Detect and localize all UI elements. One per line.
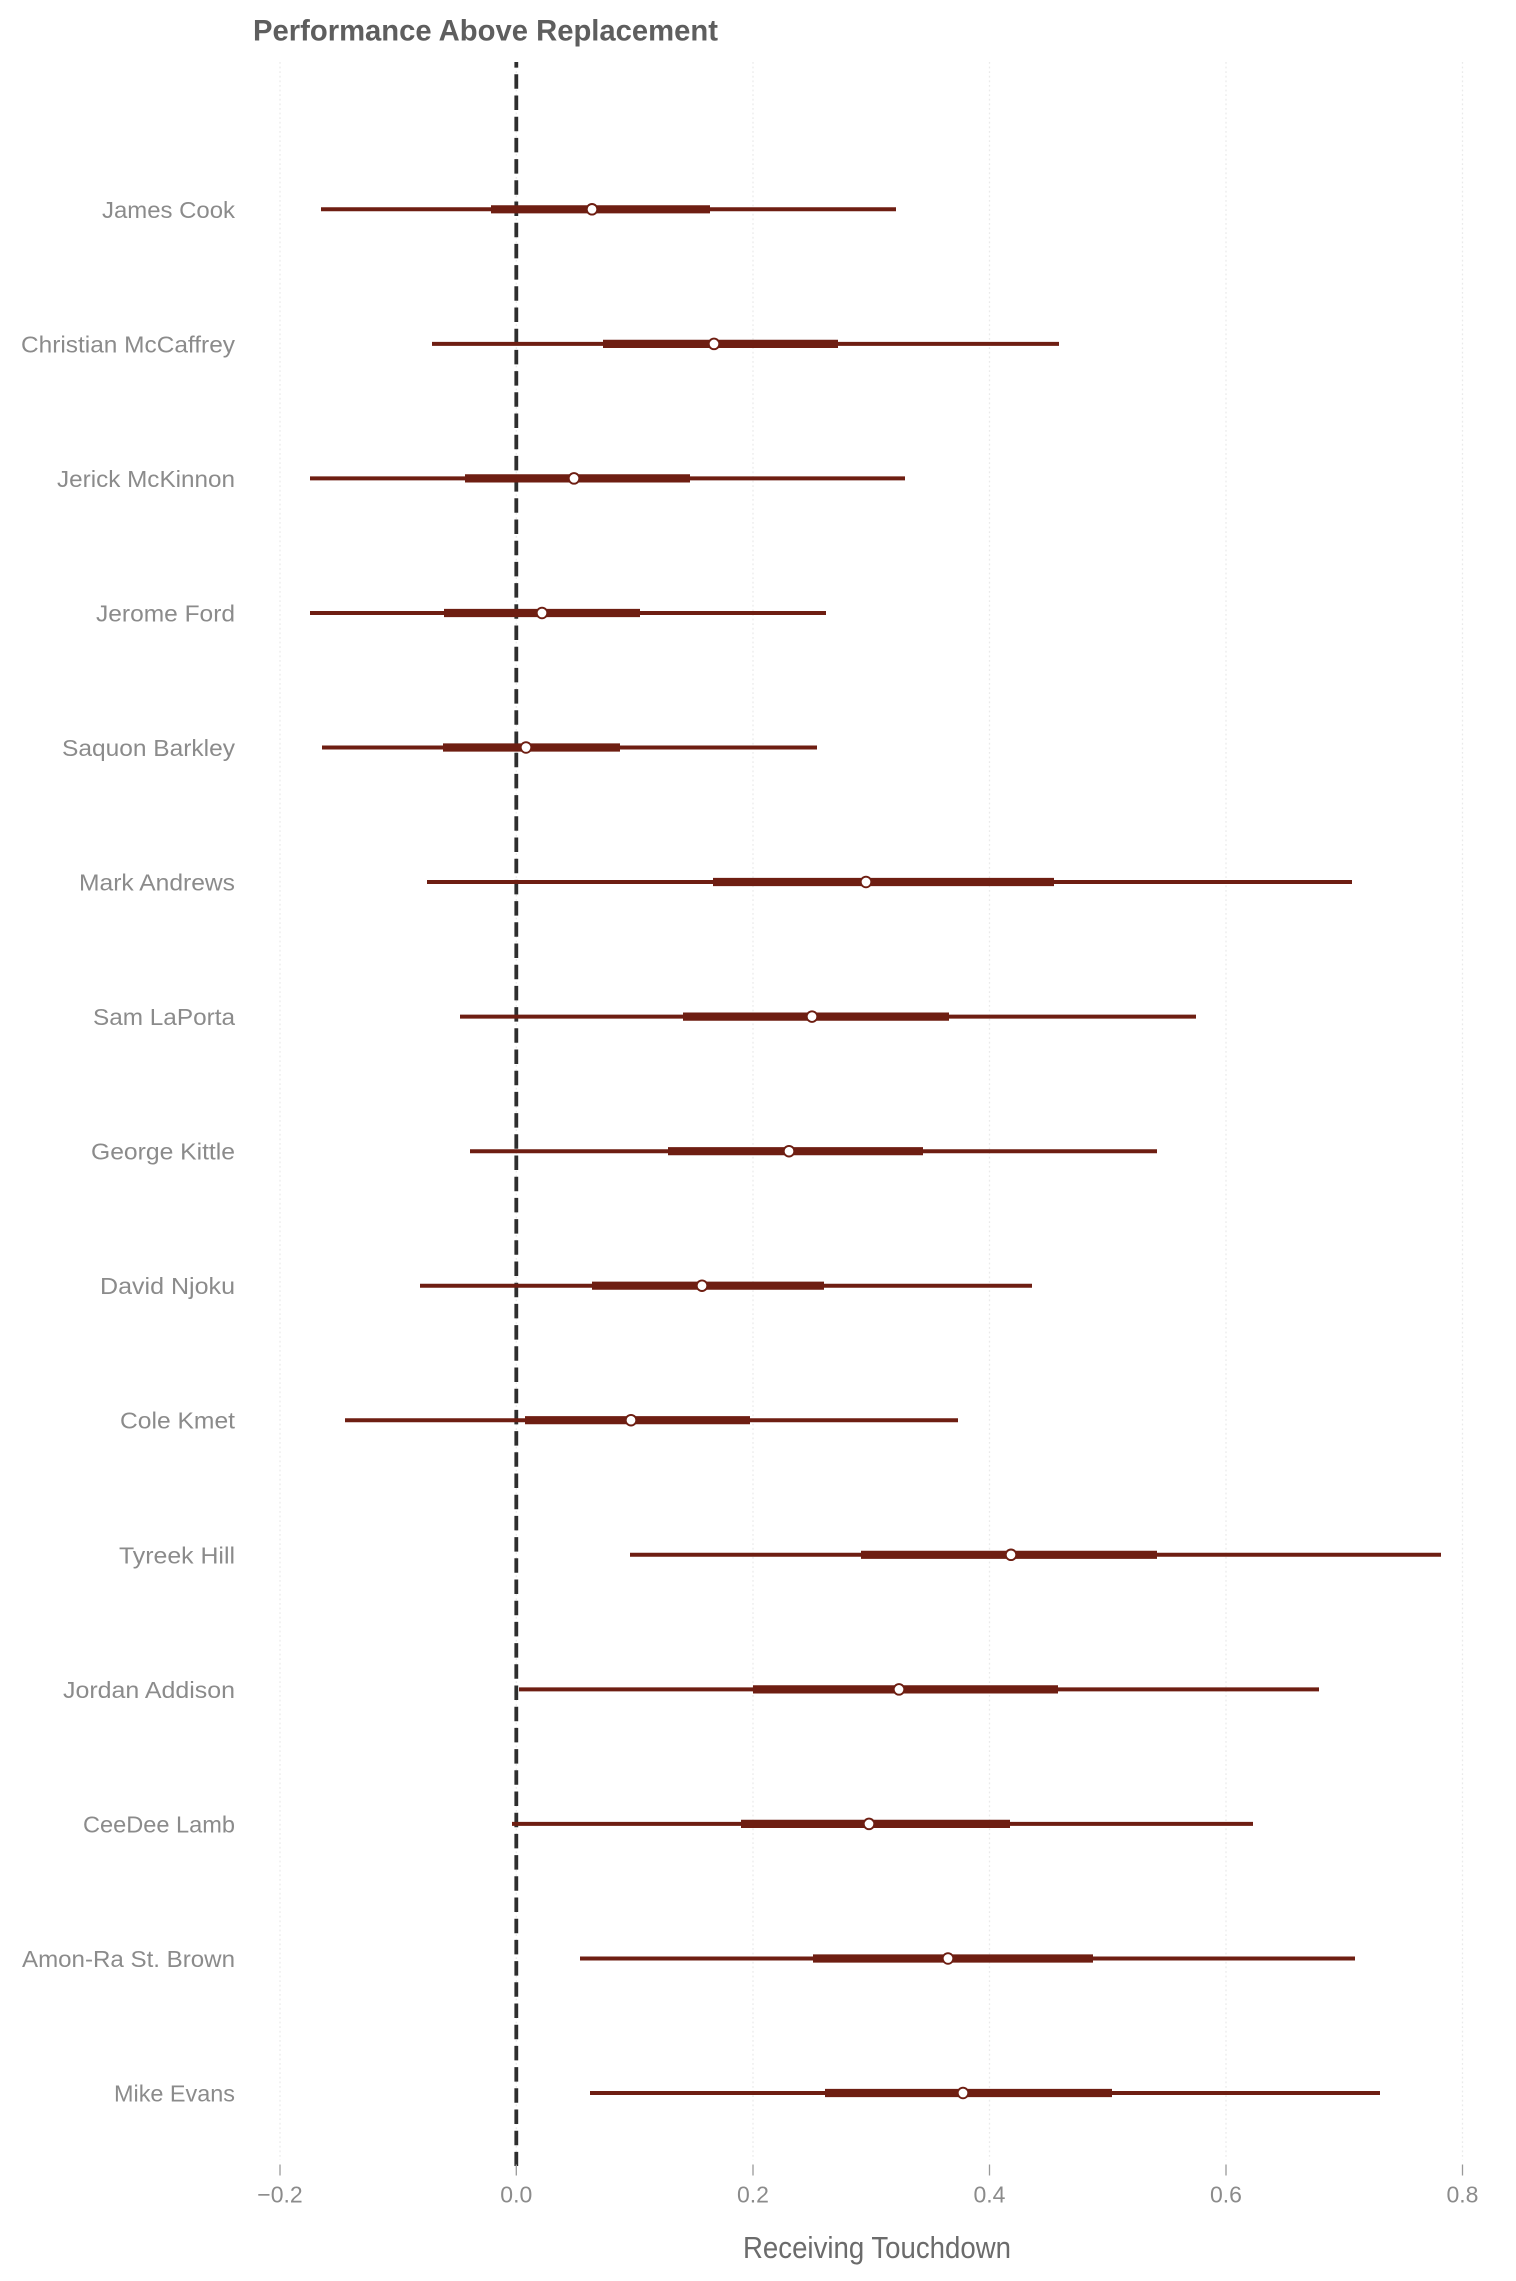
svg-text:CeeDee Lamb: CeeDee Lamb bbox=[83, 1811, 235, 1837]
svg-text:0.2: 0.2 bbox=[737, 2182, 769, 2208]
svg-text:0.0: 0.0 bbox=[500, 2182, 532, 2208]
svg-text:0.8: 0.8 bbox=[1447, 2182, 1479, 2208]
svg-text:Christian McCaffrey: Christian McCaffrey bbox=[21, 331, 236, 357]
svg-text:David Njoku: David Njoku bbox=[100, 1273, 235, 1299]
svg-text:0.4: 0.4 bbox=[974, 2182, 1006, 2208]
svg-text:James Cook: James Cook bbox=[102, 197, 236, 223]
svg-text:Sam LaPorta: Sam LaPorta bbox=[93, 1004, 235, 1030]
svg-text:George Kittle: George Kittle bbox=[91, 1139, 235, 1165]
svg-text:0.6: 0.6 bbox=[1210, 2182, 1242, 2208]
svg-text:Performance Above Replacement: Performance Above Replacement bbox=[253, 15, 718, 48]
svg-text:Tyreek Hill: Tyreek Hill bbox=[119, 1542, 235, 1568]
svg-text:−0.2: −0.2 bbox=[257, 2182, 302, 2208]
svg-text:Jerome Ford: Jerome Ford bbox=[96, 601, 235, 627]
svg-text:Jerick McKinnon: Jerick McKinnon bbox=[57, 466, 235, 492]
svg-text:Mike Evans: Mike Evans bbox=[114, 2081, 235, 2107]
svg-text:Amon-Ra St. Brown: Amon-Ra St. Brown bbox=[22, 1946, 235, 1972]
svg-text:Receiving Touchdown: Receiving Touchdown bbox=[743, 2230, 1011, 2265]
svg-text:Cole Kmet: Cole Kmet bbox=[120, 1408, 236, 1434]
svg-text:Saquon Barkley: Saquon Barkley bbox=[62, 735, 236, 761]
svg-text:Mark Andrews: Mark Andrews bbox=[79, 870, 235, 896]
svg-text:Jordan Addison: Jordan Addison bbox=[63, 1677, 235, 1703]
